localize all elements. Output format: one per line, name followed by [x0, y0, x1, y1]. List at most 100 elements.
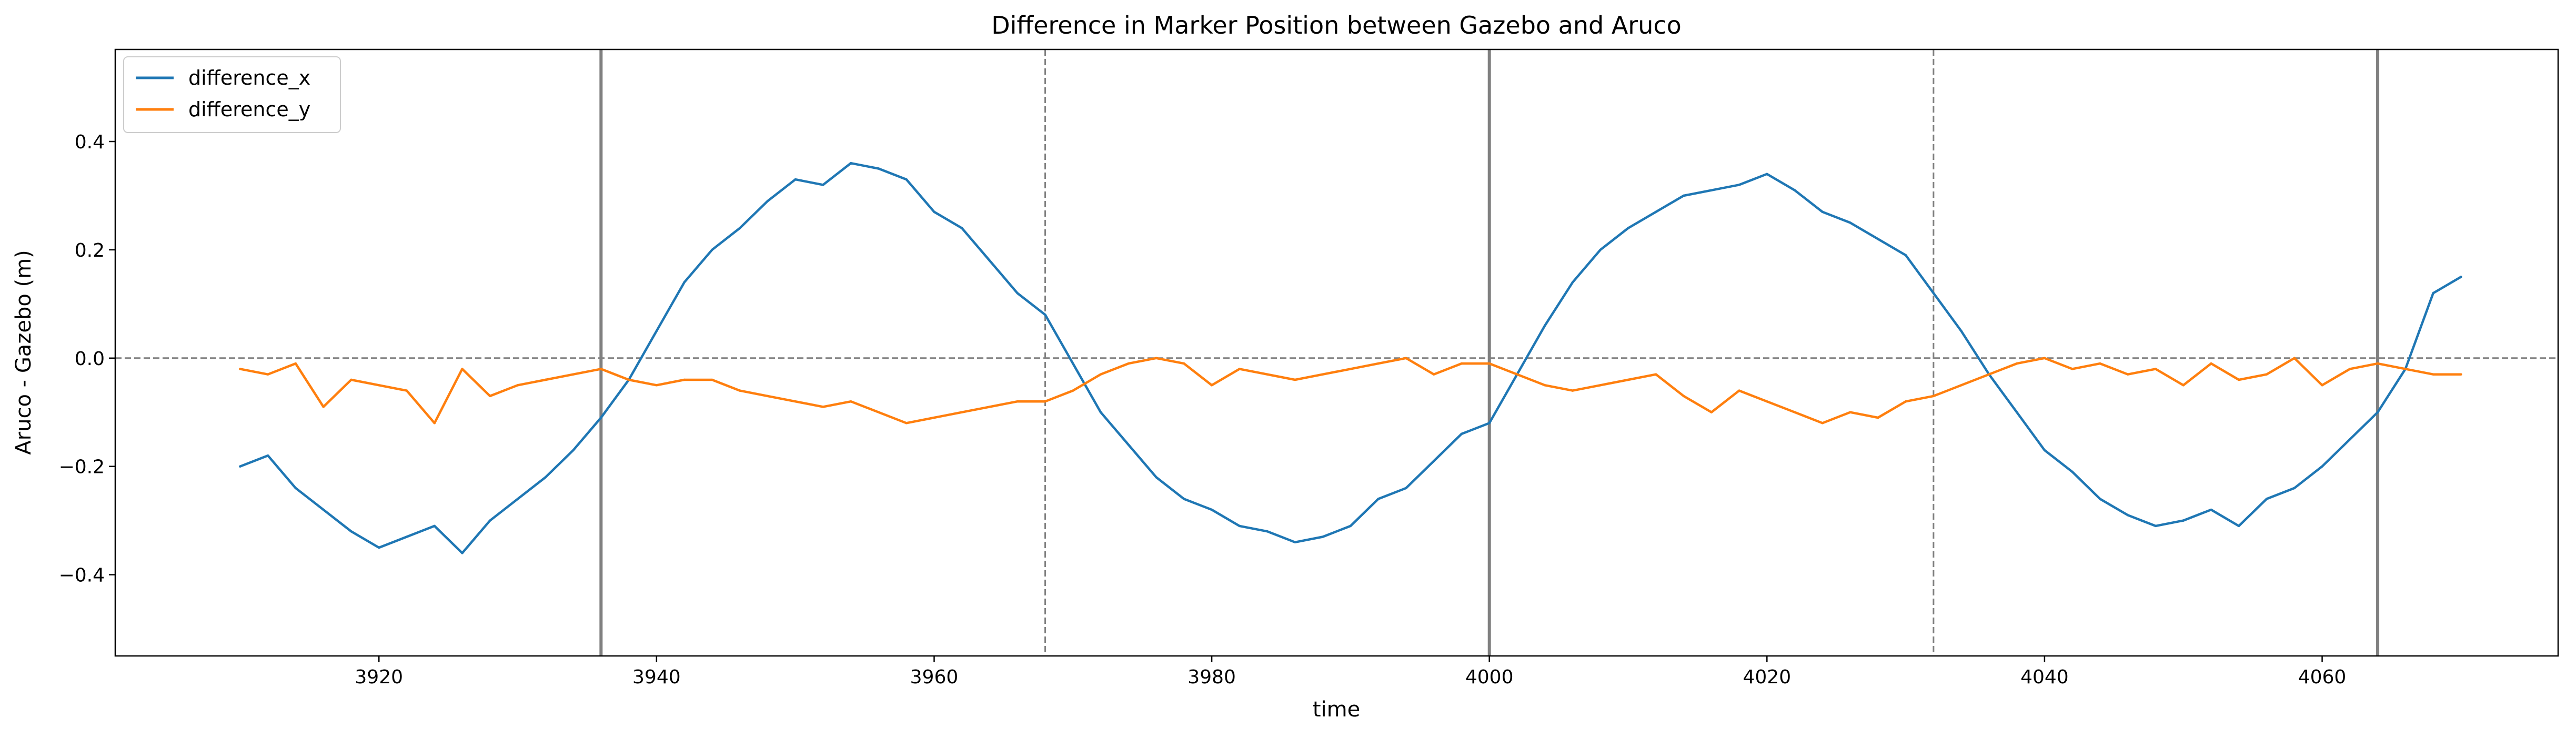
data-point-difference_x-9 — [489, 519, 491, 522]
data-point-difference_x-76 — [2349, 438, 2351, 441]
data-point-difference_y-27 — [988, 406, 991, 408]
data-point-difference_x-73 — [2265, 498, 2268, 500]
data-point-difference_y-69 — [2154, 368, 2157, 370]
data-point-difference_x-30 — [1072, 362, 1074, 365]
data-point-difference_y-66 — [2071, 368, 2074, 370]
data-point-difference_y-79 — [2432, 373, 2434, 376]
data-point-difference_y-48 — [1571, 389, 1574, 392]
data-point-difference_y-60 — [1904, 400, 1907, 403]
data-point-difference_x-39 — [1321, 535, 1324, 538]
x-tick-label-6: 4040 — [2020, 666, 2069, 688]
data-point-difference_x-37 — [1266, 530, 1269, 533]
data-point-difference_y-54 — [1738, 389, 1740, 392]
data-point-difference_y-22 — [849, 400, 852, 403]
series-layer — [239, 161, 2462, 554]
data-point-difference_y-32 — [1127, 362, 1130, 365]
data-point-difference_y-2 — [294, 362, 297, 365]
data-point-difference_x-28 — [1016, 292, 1019, 295]
data-point-difference_y-73 — [2265, 373, 2268, 376]
data-point-difference_x-79 — [2432, 292, 2434, 295]
data-point-difference_x-74 — [2293, 487, 2296, 490]
data-point-difference_y-43 — [1432, 373, 1435, 376]
data-point-difference_x-77 — [2376, 411, 2379, 413]
data-point-difference_x-2 — [294, 487, 297, 490]
data-point-difference_y-53 — [1710, 411, 1713, 413]
data-point-difference_y-11 — [544, 378, 547, 381]
data-point-difference_x-20 — [794, 178, 797, 181]
y-tick-label-2: 0.0 — [75, 348, 105, 370]
data-point-difference_x-68 — [2126, 514, 2129, 517]
data-point-difference_y-62 — [1960, 384, 1963, 387]
data-point-difference_y-42 — [1405, 357, 1407, 359]
data-point-difference_x-49 — [1599, 248, 1602, 251]
data-point-difference_x-44 — [1460, 432, 1463, 436]
data-point-difference_x-50 — [1627, 227, 1629, 229]
data-point-difference_y-21 — [822, 406, 824, 408]
data-point-difference_x-33 — [1155, 476, 1158, 479]
data-point-difference_x-60 — [1904, 254, 1907, 257]
x-tick-label-4: 4000 — [1465, 666, 1514, 688]
data-point-difference_y-13 — [600, 368, 602, 370]
data-point-difference_y-20 — [794, 400, 797, 403]
data-point-difference_x-71 — [2210, 508, 2212, 511]
data-point-difference_x-66 — [2071, 470, 2074, 473]
data-point-difference_y-30 — [1072, 389, 1074, 392]
data-point-difference_x-45 — [1488, 422, 1491, 424]
data-point-difference_x-29 — [1044, 314, 1046, 316]
x-tick-label-2: 3960 — [910, 666, 959, 688]
data-point-difference_y-63 — [1988, 373, 1990, 376]
data-point-difference_y-33 — [1155, 357, 1158, 359]
data-point-difference_x-18 — [738, 227, 741, 229]
data-point-difference_x-15 — [655, 330, 658, 332]
data-point-difference_y-77 — [2376, 362, 2379, 365]
data-point-difference_y-65 — [2043, 357, 2046, 359]
series-difference_x — [239, 161, 2462, 554]
x-axis: 3920 3940 3960 3980 4000 4020 4040 4060 — [355, 656, 2346, 688]
data-point-difference_y-47 — [1544, 384, 1546, 387]
data-point-difference_x-6 — [405, 535, 408, 538]
data-point-difference_y-76 — [2349, 368, 2351, 370]
data-point-difference_y-14 — [627, 378, 630, 381]
data-point-difference_x-55 — [1766, 173, 1768, 175]
data-point-difference_y-19 — [766, 395, 769, 398]
data-point-difference_x-25 — [933, 210, 935, 214]
data-point-difference_y-75 — [2321, 384, 2323, 387]
data-point-difference_x-53 — [1710, 189, 1713, 191]
data-point-difference_x-13 — [600, 416, 602, 419]
x-tick-label-3: 3980 — [1188, 666, 1236, 688]
data-point-difference_y-74 — [2293, 357, 2296, 359]
plot-frame — [114, 48, 2559, 657]
data-point-difference_y-64 — [2015, 362, 2018, 365]
data-point-difference_y-49 — [1599, 384, 1602, 387]
data-point-difference_y-26 — [961, 411, 963, 413]
data-point-difference_y-68 — [2126, 373, 2129, 376]
data-point-difference_x-19 — [766, 200, 769, 203]
data-point-difference_x-54 — [1738, 184, 1740, 186]
data-point-difference_y-7 — [433, 422, 436, 424]
data-point-difference_x-22 — [849, 161, 852, 165]
data-point-difference_x-5 — [378, 546, 380, 549]
data-point-difference_y-18 — [738, 389, 741, 392]
data-point-difference_y-38 — [1294, 378, 1296, 381]
data-point-difference_x-1 — [266, 454, 269, 457]
data-point-difference_y-25 — [933, 416, 935, 419]
data-point-difference_x-7 — [433, 524, 436, 528]
data-point-difference_x-59 — [1877, 238, 1879, 240]
chart-title: Difference in Marker Position between Ga… — [991, 11, 1682, 39]
data-point-difference_y-29 — [1044, 400, 1046, 403]
data-point-difference_y-23 — [877, 411, 880, 413]
data-point-difference_y-28 — [1016, 400, 1019, 403]
data-point-difference_x-64 — [2015, 411, 2018, 413]
data-point-difference_y-3 — [322, 406, 325, 408]
data-point-difference_x-16 — [683, 281, 686, 284]
data-point-difference_x-0 — [239, 465, 242, 468]
data-point-difference_x-58 — [1849, 221, 1852, 224]
data-point-difference_y-1 — [266, 373, 269, 376]
data-point-difference_y-59 — [1877, 416, 1879, 419]
legend-label-difference_x: difference_x — [188, 66, 310, 89]
data-point-difference_x-43 — [1432, 460, 1435, 462]
data-point-difference_y-58 — [1849, 411, 1852, 413]
data-point-difference_y-80 — [2460, 373, 2462, 376]
y-tick-label-0: −0.4 — [59, 565, 105, 587]
